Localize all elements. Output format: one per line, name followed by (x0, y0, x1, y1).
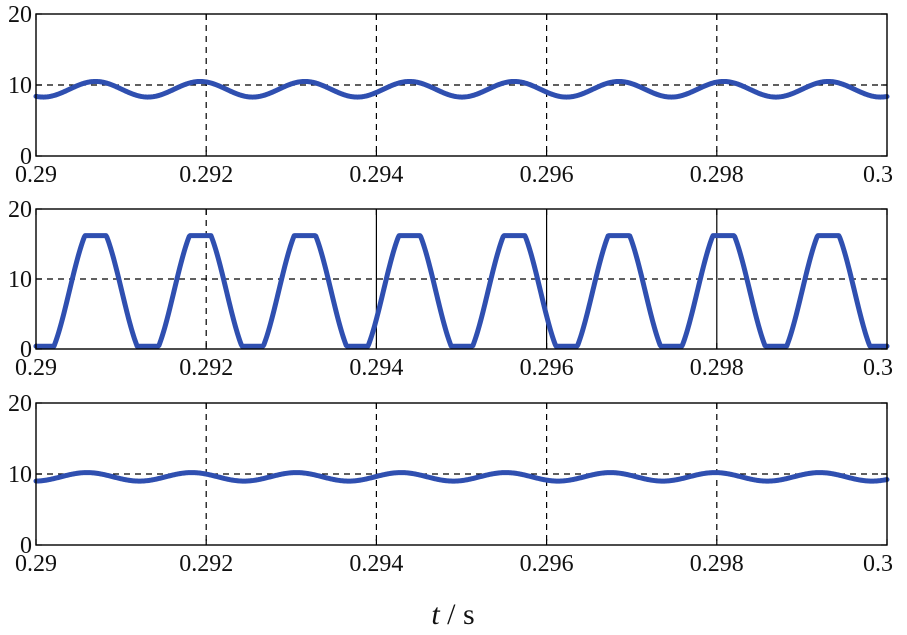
series-line-1 (33, 470, 890, 484)
x-tick-label: 0.296 (520, 355, 574, 381)
x-tick-label: 0.29 (15, 551, 57, 577)
x-axis-label-unit: / s (440, 598, 475, 631)
x-axis-label: t / s (431, 598, 474, 631)
x-axis-label-var: t (431, 598, 440, 631)
y-tick-label: 20 (8, 2, 32, 28)
y-tick-label: 0 (20, 144, 32, 170)
x-tick-label: 0.292 (179, 162, 233, 188)
x-tick-label: 0.3 (863, 551, 893, 577)
panel-2: 0.29 0.292 0.294 0.296 0.298 0.3 0 10 20 (8, 197, 893, 381)
panel-3: 0.29 0.292 0.294 0.296 0.298 0.3 0 10 20 (8, 391, 893, 577)
y-tick-label: 0 (20, 337, 32, 363)
series-line-1 (33, 78, 890, 100)
y-tick-label: 20 (8, 197, 32, 223)
panel-1: 0.29 0.292 0.294 0.296 0.298 0.3 0 10 20 (8, 2, 893, 188)
x-tick-label: 0.298 (690, 355, 744, 381)
x-tick-label: 0.292 (179, 551, 233, 577)
x-tick-label: 0.3 (863, 162, 893, 188)
series-line-1 (33, 233, 890, 349)
x-tick-label: 0.292 (179, 355, 233, 381)
y-tick-label: 0 (20, 533, 32, 559)
x-tick-label: 0.29 (15, 355, 57, 381)
plot-frame (35, 402, 888, 546)
x-tick-label: 0.296 (520, 162, 574, 188)
x-tick-label: 0.294 (349, 162, 403, 188)
plot-frame (35, 13, 888, 157)
x-tick-label: 0.298 (690, 162, 744, 188)
x-tick-label: 0.29 (15, 162, 57, 188)
y-tick-label: 10 (8, 267, 32, 293)
x-tick-label: 0.3 (863, 355, 893, 381)
x-tick-label: 0.298 (690, 551, 744, 577)
x-tick-label: 0.294 (349, 551, 403, 577)
y-tick-label: 20 (8, 391, 32, 417)
y-tick-label: 10 (8, 462, 32, 488)
y-tick-label: 10 (8, 73, 32, 99)
x-tick-label: 0.296 (520, 551, 574, 577)
x-tick-label: 0.294 (349, 355, 403, 381)
